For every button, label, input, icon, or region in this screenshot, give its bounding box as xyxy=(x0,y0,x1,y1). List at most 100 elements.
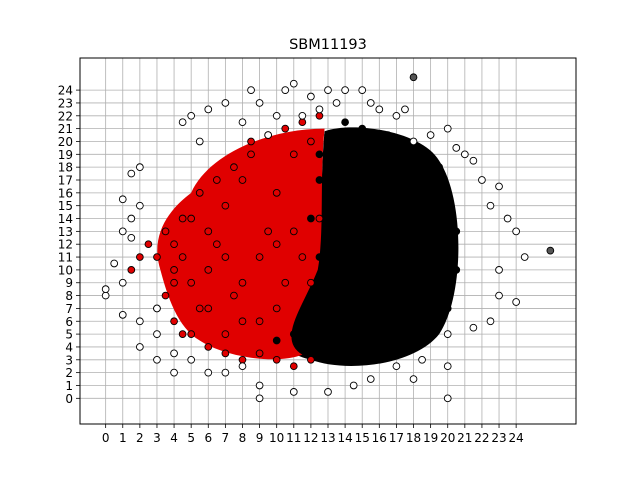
black-point xyxy=(375,355,384,364)
red-point xyxy=(204,266,213,274)
black-point xyxy=(418,285,426,294)
black-point xyxy=(298,317,307,326)
chart-title: SBM11193 xyxy=(289,37,367,53)
white-point xyxy=(221,99,230,107)
white-point xyxy=(127,169,136,178)
white-point xyxy=(512,298,520,306)
red-point xyxy=(221,349,230,358)
black-point xyxy=(272,336,281,345)
y-tick-label: 11 xyxy=(58,251,73,265)
white-point xyxy=(452,144,461,152)
x-tick-label: 21 xyxy=(457,431,472,445)
black-point xyxy=(426,240,435,249)
white-point xyxy=(187,111,196,120)
y-tick-label: 6 xyxy=(65,315,73,329)
black-point xyxy=(443,188,452,197)
black-point xyxy=(358,227,367,236)
black-point xyxy=(307,291,315,300)
white-point xyxy=(110,259,119,268)
red-point xyxy=(195,188,204,197)
white-point xyxy=(118,310,127,319)
white-point xyxy=(443,124,452,133)
white-point xyxy=(418,355,426,364)
black-point xyxy=(375,240,384,249)
black-point xyxy=(358,163,367,172)
white-point xyxy=(495,291,503,300)
white-point xyxy=(153,355,161,364)
y-tick-label: 23 xyxy=(58,96,73,110)
black-point xyxy=(341,118,349,127)
gray-point xyxy=(409,73,418,82)
black-point xyxy=(401,233,409,242)
red-point xyxy=(170,266,178,274)
y-tick-label: 24 xyxy=(58,84,73,98)
x-tick-label: 0 xyxy=(102,431,110,445)
black-point xyxy=(443,304,452,313)
white-point xyxy=(264,131,272,139)
white-point xyxy=(178,118,187,127)
y-tick-label: 4 xyxy=(65,340,73,354)
y-tick-label: 0 xyxy=(65,392,73,406)
white-point xyxy=(101,291,110,300)
white-point xyxy=(443,362,452,371)
x-tick-label: 16 xyxy=(372,431,387,445)
black-point xyxy=(409,214,418,223)
black-point xyxy=(289,330,298,338)
x-tick-label: 5 xyxy=(187,431,195,445)
x-tick-label: 7 xyxy=(222,431,230,445)
white-point xyxy=(298,111,307,120)
red-point xyxy=(289,362,298,371)
white-point xyxy=(486,201,495,210)
white-point xyxy=(503,214,512,223)
white-point xyxy=(127,214,136,223)
red-point xyxy=(298,253,307,261)
x-tick-label: 2 xyxy=(136,431,144,445)
white-point xyxy=(349,381,358,390)
black-point xyxy=(349,195,358,204)
black-point xyxy=(409,144,418,152)
x-tick-label: 6 xyxy=(204,431,212,445)
black-point xyxy=(366,208,375,216)
white-point xyxy=(401,105,409,114)
red-point xyxy=(289,227,298,236)
y-tick-label: 17 xyxy=(58,174,73,188)
red-point xyxy=(255,317,264,326)
red-point xyxy=(136,253,144,261)
x-tick-label: 20 xyxy=(440,431,455,445)
black-point xyxy=(324,195,332,204)
y-tick-label: 5 xyxy=(65,328,73,342)
black-point xyxy=(426,278,435,287)
red-point xyxy=(230,163,238,172)
x-tick-label: 1 xyxy=(119,431,127,445)
black-point xyxy=(341,214,349,223)
black-point xyxy=(358,124,367,133)
white-point xyxy=(187,355,196,364)
white-point xyxy=(204,105,213,114)
y-tick-label: 15 xyxy=(58,199,73,213)
red-point-mass xyxy=(157,128,325,360)
white-point xyxy=(409,375,418,383)
white-point xyxy=(118,227,127,236)
white-point xyxy=(460,150,469,159)
y-tick-label: 21 xyxy=(58,122,73,136)
x-tick-label: 13 xyxy=(320,431,335,445)
white-point xyxy=(469,156,478,165)
red-point xyxy=(281,278,290,287)
y-tick-label: 16 xyxy=(58,186,73,200)
white-point xyxy=(136,201,144,210)
black-point xyxy=(384,259,392,268)
black-point xyxy=(392,291,401,300)
x-tick-label: 10 xyxy=(269,431,284,445)
white-point xyxy=(478,176,486,184)
black-point xyxy=(358,266,367,274)
white-point xyxy=(255,99,264,107)
red-point xyxy=(238,278,247,287)
white-point xyxy=(307,92,315,101)
x-tick-label: 23 xyxy=(491,431,506,445)
white-point xyxy=(136,163,144,172)
white-point xyxy=(272,111,281,120)
x-tick-label: 22 xyxy=(474,431,489,445)
red-point xyxy=(127,266,136,274)
white-point xyxy=(409,137,418,146)
y-tick-label: 2 xyxy=(65,366,73,380)
